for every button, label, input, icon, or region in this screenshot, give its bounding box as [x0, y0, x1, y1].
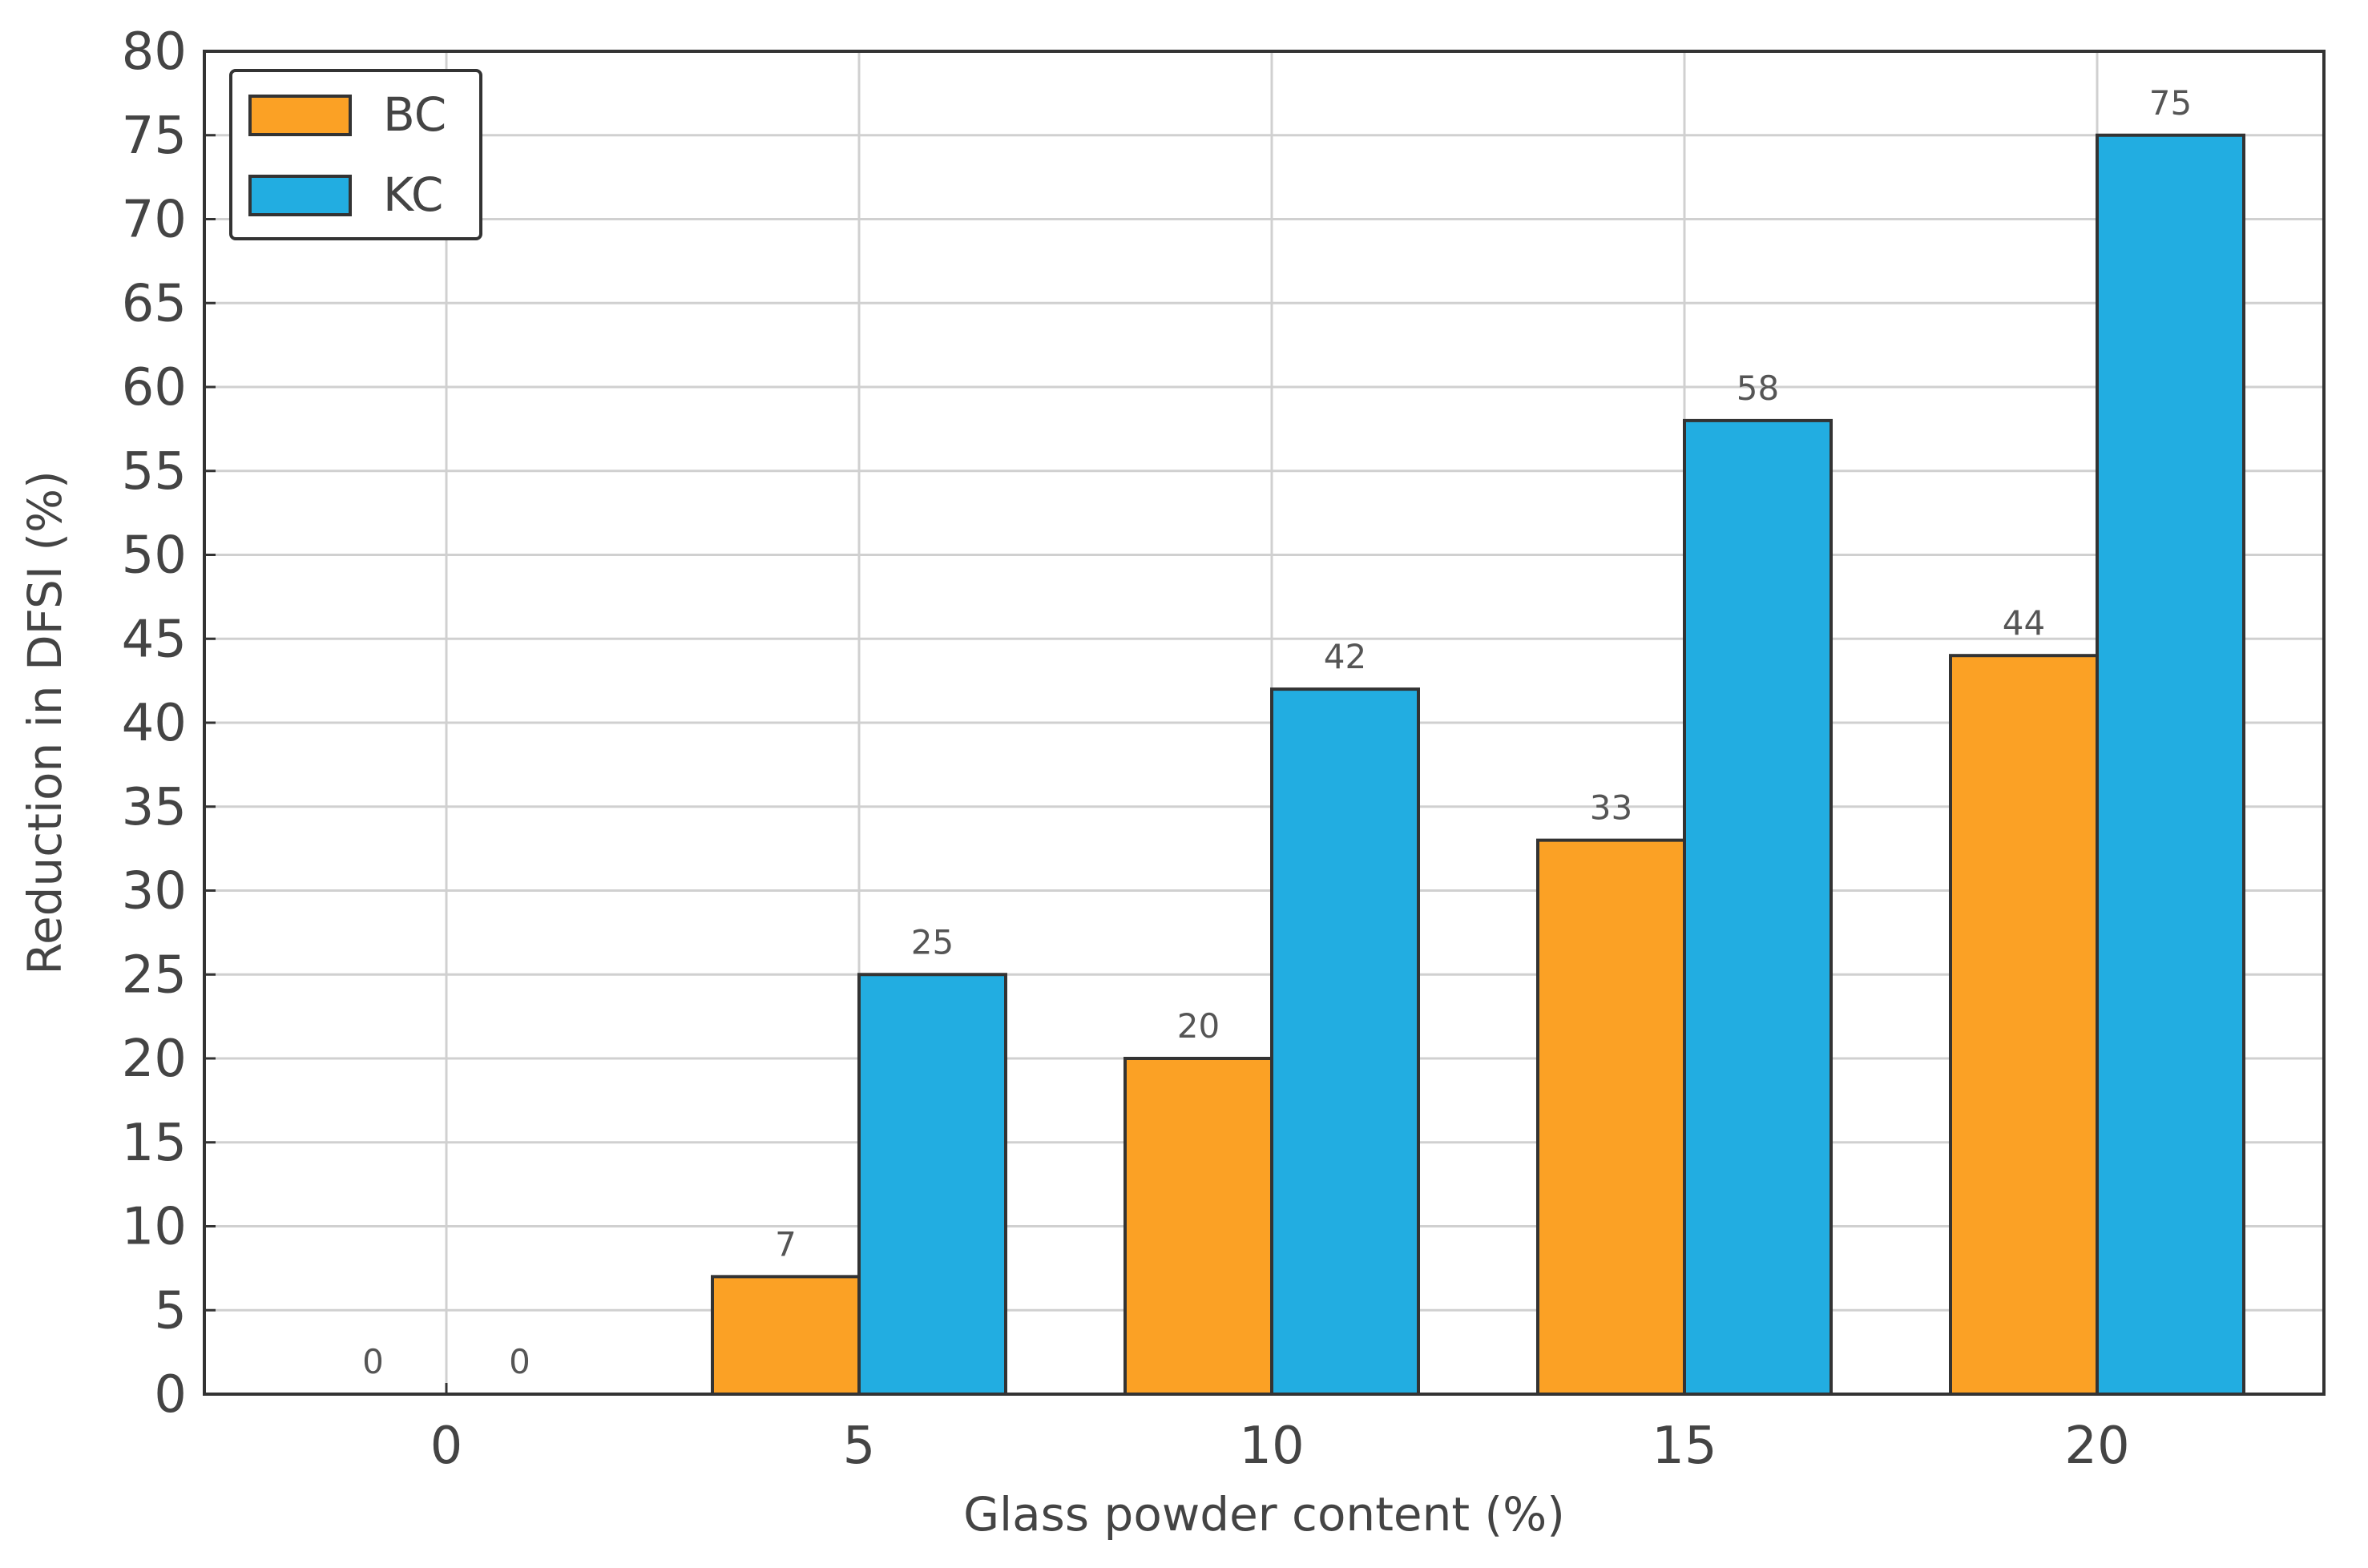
legend-label-bc: BC [383, 87, 446, 142]
data-label-kc-5: 25 [911, 922, 954, 961]
data-label-bc-5: 7 [775, 1224, 797, 1264]
bar-bc-5 [711, 1275, 861, 1396]
x-tick-label: 5 [843, 1417, 876, 1476]
bar-kc-5 [857, 973, 1007, 1396]
data-label-kc-20: 75 [2149, 83, 2192, 123]
bar-kc-10 [1270, 687, 1420, 1396]
legend-swatch-kc [248, 175, 352, 216]
bar-bc-15 [1536, 838, 1686, 1396]
y-tick-label: 15 [122, 1114, 187, 1173]
y-axis-ticks: 0 5 10 15 20 25 30 35 40 45 50 55 60 65 70 75 80 [122, 22, 216, 1425]
y-tick-label: 35 [122, 778, 187, 837]
y-tick-label: 5 [154, 1281, 187, 1340]
y-tick-label: 0 [154, 1365, 187, 1425]
y-tick-label: 75 [122, 107, 187, 166]
data-label-bc-10: 20 [1177, 1006, 1220, 1046]
y-tick-label: 10 [122, 1198, 187, 1257]
data-label-bc-0: 0 [362, 1342, 384, 1381]
x-tick-label: 20 [2064, 1417, 2129, 1476]
legend-label-kc: KC [383, 167, 443, 222]
x-axis-ticks: 0 5 10 15 20 [430, 1383, 2130, 1476]
y-tick-label: 40 [122, 694, 187, 753]
bar-bc-20 [1949, 654, 2099, 1396]
y-tick-label: 30 [122, 862, 187, 921]
bar-kc-20 [2096, 133, 2245, 1396]
y-tick-label: 60 [122, 358, 187, 417]
x-tick-label: 0 [430, 1417, 463, 1476]
x-tick-label: 15 [1652, 1417, 1716, 1476]
y-axis-label: Reduction in DFSI (%) [18, 470, 72, 974]
y-tick-label: 20 [122, 1030, 187, 1089]
y-tick-label: 50 [122, 526, 187, 586]
data-label-kc-0: 0 [509, 1342, 530, 1381]
legend: BC KC [229, 69, 482, 240]
y-tick-label: 55 [122, 442, 187, 502]
y-tick-label: 25 [122, 945, 187, 1005]
legend-swatch-bc [248, 95, 352, 136]
data-label-bc-20: 44 [2003, 603, 2045, 643]
data-labels: 0 7 20 33 44 0 25 42 58 75 [362, 83, 2192, 1381]
y-tick-label: 70 [122, 191, 187, 250]
data-label-bc-15: 33 [1590, 788, 1632, 828]
data-label-kc-10: 42 [1324, 637, 1366, 676]
data-label-kc-15: 58 [1737, 369, 1779, 408]
bar-kc-15 [1683, 418, 1833, 1396]
bar-bc-10 [1123, 1057, 1273, 1396]
y-tick-label: 45 [122, 610, 187, 669]
y-tick-label: 65 [122, 274, 187, 333]
bars [711, 133, 2245, 1396]
x-axis-label: Glass powder content (%) [963, 1487, 1565, 1542]
y-tick-label: 80 [122, 22, 187, 82]
x-tick-label: 10 [1239, 1417, 1304, 1476]
